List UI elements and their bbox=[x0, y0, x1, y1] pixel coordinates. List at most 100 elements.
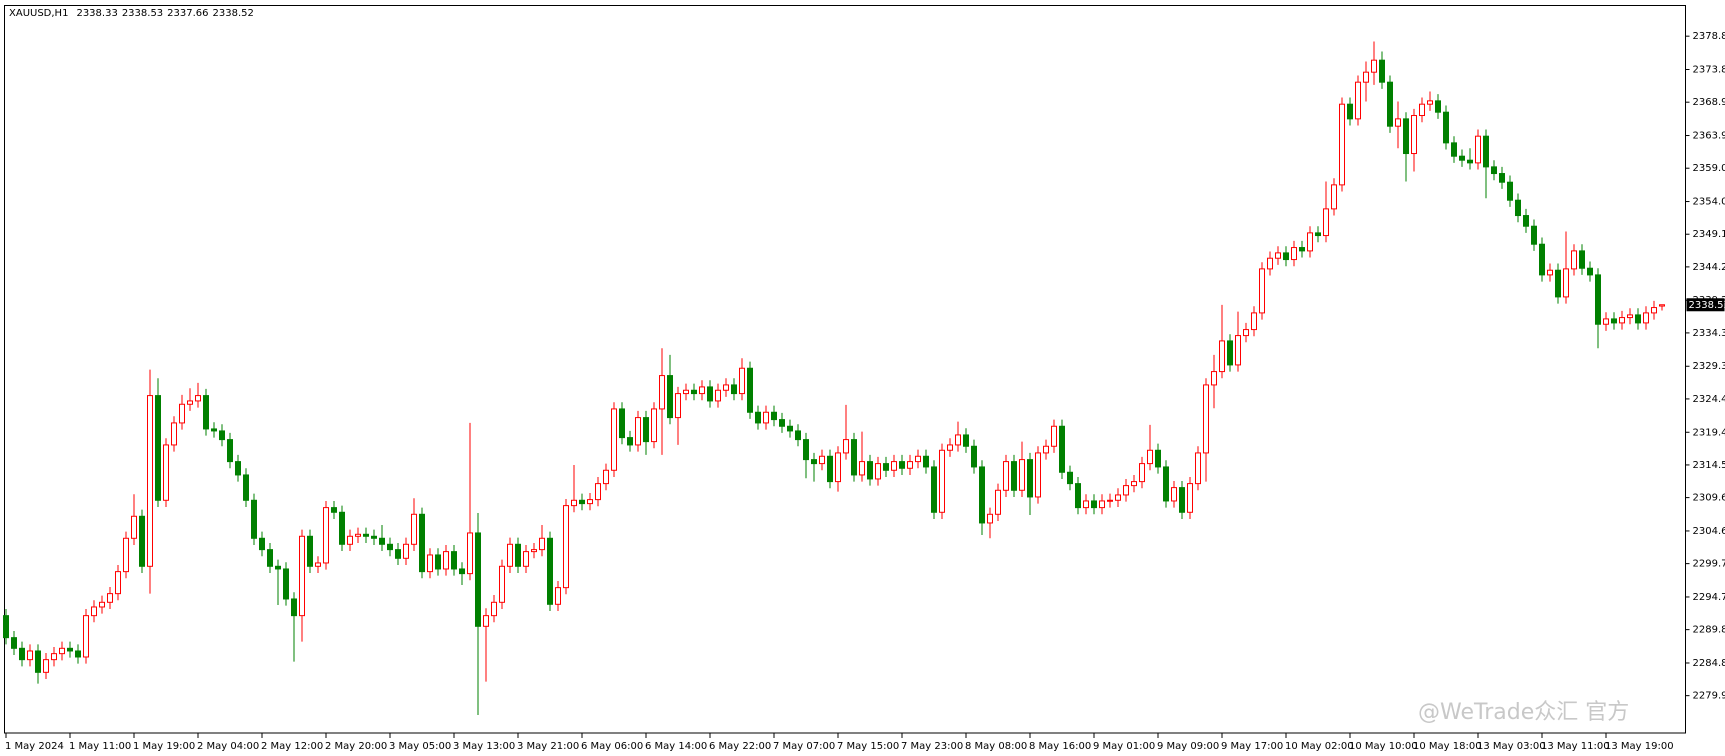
x-tick-label: 9 May 17:00 bbox=[1221, 741, 1283, 752]
candle-body bbox=[59, 647, 65, 655]
candle-body bbox=[1579, 250, 1585, 269]
candle-body bbox=[1195, 452, 1201, 485]
candle-body bbox=[1139, 463, 1145, 483]
candle-body bbox=[1659, 304, 1665, 307]
candle-body bbox=[1219, 340, 1225, 373]
candle-body bbox=[595, 483, 601, 501]
candle-body bbox=[363, 533, 369, 537]
candle-body bbox=[467, 532, 473, 575]
x-tick-label: 9 May 01:00 bbox=[1093, 741, 1155, 752]
x-tick-label: 2 May 20:00 bbox=[325, 741, 387, 752]
candle-body bbox=[667, 375, 673, 419]
candle-body bbox=[1459, 155, 1465, 161]
y-tick-label: 2309.60 bbox=[1693, 493, 1725, 504]
candle-body bbox=[1331, 184, 1337, 210]
y-tick-label: 2378.80 bbox=[1693, 31, 1725, 42]
candle-body bbox=[323, 507, 329, 564]
candle-body bbox=[1083, 500, 1089, 509]
candle-body bbox=[859, 461, 865, 476]
candle-body bbox=[1307, 232, 1313, 252]
candle-body bbox=[731, 384, 737, 395]
candle-body bbox=[163, 444, 169, 501]
candle-body bbox=[1123, 485, 1129, 496]
candle-body bbox=[355, 533, 361, 537]
candle-body bbox=[515, 543, 521, 567]
x-tick-label: 7 May 15:00 bbox=[837, 741, 899, 752]
candle-body bbox=[187, 400, 193, 405]
candle-body bbox=[1539, 243, 1545, 276]
candle-body bbox=[419, 513, 425, 573]
candle-body bbox=[3, 615, 9, 639]
candle-body bbox=[555, 587, 561, 605]
candle-body bbox=[315, 562, 321, 567]
candle-body bbox=[1499, 173, 1505, 183]
candle-body bbox=[1251, 312, 1257, 331]
y-tick-label: 2294.70 bbox=[1693, 592, 1725, 603]
candle-body bbox=[995, 489, 1001, 515]
x-tick-label: 10 May 10:00 bbox=[1349, 741, 1418, 752]
last-high: 2338.53 bbox=[122, 8, 163, 19]
candle-body bbox=[1011, 461, 1017, 491]
x-tick-label: 1 May 19:00 bbox=[133, 741, 195, 752]
candle-body bbox=[739, 367, 745, 395]
y-tick-label: 2284.80 bbox=[1693, 658, 1725, 669]
candle-body bbox=[1203, 384, 1209, 454]
candle-body bbox=[803, 439, 809, 461]
candle-body bbox=[707, 386, 713, 402]
candle-body bbox=[1427, 100, 1433, 105]
candle-body bbox=[1019, 459, 1025, 491]
candle-body bbox=[1243, 329, 1249, 337]
candle-body bbox=[1323, 208, 1329, 237]
candle-body bbox=[755, 411, 761, 424]
candle-body bbox=[51, 653, 57, 661]
candle-body bbox=[1419, 103, 1425, 117]
y-tick-label: 2319.40 bbox=[1693, 427, 1725, 438]
candle-body bbox=[1187, 483, 1193, 513]
candle-body bbox=[251, 499, 257, 539]
candle-body bbox=[651, 408, 657, 443]
candle-body bbox=[819, 455, 825, 465]
candle-body bbox=[1339, 103, 1345, 186]
candle-body bbox=[1379, 59, 1385, 83]
candle-body bbox=[1035, 452, 1041, 498]
y-tick-label: 2373.80 bbox=[1693, 65, 1725, 76]
candle-body bbox=[1155, 449, 1161, 468]
candle-body bbox=[195, 395, 201, 402]
candle-body bbox=[531, 549, 537, 553]
candle-body bbox=[403, 543, 409, 559]
candle-body bbox=[1067, 471, 1073, 485]
candle-body bbox=[875, 463, 881, 480]
y-tick-label: 2363.90 bbox=[1693, 131, 1725, 142]
y-tick-label: 2334.30 bbox=[1693, 328, 1725, 339]
candle-body bbox=[851, 439, 857, 476]
candle-body bbox=[923, 455, 929, 468]
candle-body bbox=[1147, 449, 1153, 465]
candle-body bbox=[539, 537, 545, 551]
candle-body bbox=[75, 650, 81, 658]
candle-body bbox=[571, 499, 577, 507]
candle-body bbox=[523, 551, 529, 567]
x-tick-label: 3 May 21:00 bbox=[517, 741, 579, 752]
x-tick-label: 13 May 03:00 bbox=[1477, 741, 1546, 752]
candle-body bbox=[283, 568, 289, 600]
candle-body bbox=[635, 417, 641, 446]
candle-body bbox=[1547, 269, 1553, 276]
x-tick-label: 9 May 09:00 bbox=[1157, 741, 1219, 752]
candle-body bbox=[835, 452, 841, 483]
candle-body bbox=[659, 375, 665, 410]
plot-frame bbox=[4, 5, 1686, 734]
watermark: @WeTrade众汇 官方 bbox=[1418, 700, 1629, 725]
candle-body bbox=[619, 408, 625, 439]
candle-body bbox=[435, 554, 441, 570]
candle-body bbox=[1355, 81, 1361, 120]
candle-body bbox=[1363, 71, 1369, 83]
x-tick-label: 1 May 11:00 bbox=[69, 741, 131, 752]
candle-body bbox=[563, 505, 569, 589]
candle-body bbox=[1603, 318, 1609, 325]
y-tick-label: 2314.50 bbox=[1693, 460, 1725, 471]
candle-body bbox=[1411, 115, 1417, 155]
candle-body bbox=[603, 469, 609, 485]
candle-body bbox=[1523, 215, 1529, 227]
candle-body bbox=[683, 389, 689, 395]
x-tick-label: 2 May 04:00 bbox=[197, 741, 259, 752]
